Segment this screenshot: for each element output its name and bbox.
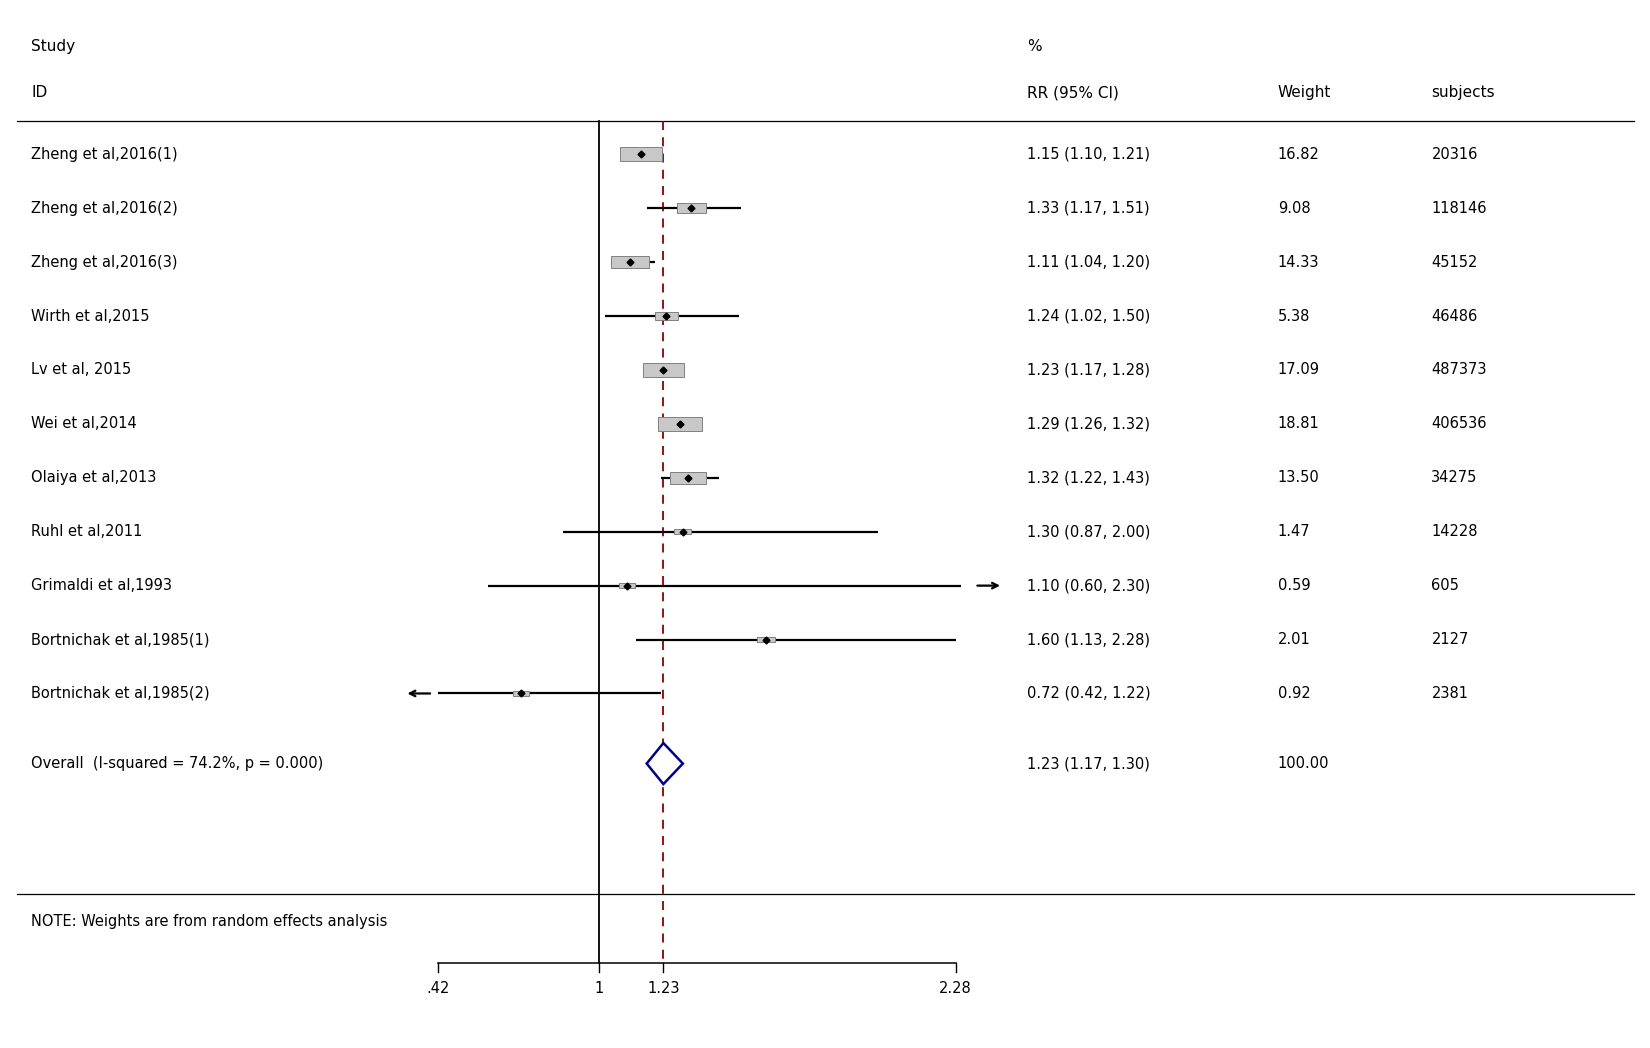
Text: Study: Study	[31, 39, 76, 53]
Polygon shape	[647, 743, 683, 784]
Text: Bortnichak et al,1985(1): Bortnichak et al,1985(1)	[31, 632, 210, 647]
Text: 0.59: 0.59	[1277, 578, 1310, 593]
Text: 1.29 (1.26, 1.32): 1.29 (1.26, 1.32)	[1026, 416, 1150, 432]
Text: 17.09: 17.09	[1277, 363, 1320, 377]
Text: 605: 605	[1432, 578, 1459, 593]
Text: 1.15 (1.10, 1.21): 1.15 (1.10, 1.21)	[1026, 147, 1150, 161]
FancyBboxPatch shape	[513, 691, 530, 696]
Text: 13.50: 13.50	[1277, 471, 1320, 485]
Text: 46486: 46486	[1432, 308, 1478, 324]
Text: 1: 1	[594, 981, 604, 996]
Text: NOTE: Weights are from random effects analysis: NOTE: Weights are from random effects an…	[31, 915, 388, 930]
Text: 1.23 (1.17, 1.28): 1.23 (1.17, 1.28)	[1026, 363, 1150, 377]
Text: 9.08: 9.08	[1277, 200, 1310, 216]
FancyBboxPatch shape	[610, 256, 648, 268]
Text: 45152: 45152	[1432, 255, 1478, 269]
Text: 406536: 406536	[1432, 416, 1487, 432]
Text: Overall  (I-squared = 74.2%, p = 0.000): Overall (I-squared = 74.2%, p = 0.000)	[31, 756, 323, 771]
Text: Zheng et al,2016(2): Zheng et al,2016(2)	[31, 200, 178, 216]
Text: 5.38: 5.38	[1277, 308, 1310, 324]
Text: 1.24 (1.02, 1.50): 1.24 (1.02, 1.50)	[1026, 308, 1150, 324]
FancyBboxPatch shape	[757, 636, 776, 642]
Text: .42: .42	[426, 981, 450, 996]
Text: 1.23 (1.17, 1.30): 1.23 (1.17, 1.30)	[1026, 756, 1150, 771]
FancyBboxPatch shape	[670, 472, 706, 484]
Text: 1.60 (1.13, 2.28): 1.60 (1.13, 2.28)	[1026, 632, 1150, 647]
Text: 1.10 (0.60, 2.30): 1.10 (0.60, 2.30)	[1026, 578, 1150, 593]
FancyBboxPatch shape	[675, 529, 691, 534]
Text: Wei et al,2014: Wei et al,2014	[31, 416, 137, 432]
Text: 14.33: 14.33	[1277, 255, 1320, 269]
Text: 1.30 (0.87, 2.00): 1.30 (0.87, 2.00)	[1026, 524, 1150, 540]
Text: Zheng et al,2016(3): Zheng et al,2016(3)	[31, 255, 178, 269]
Text: Olaiya et al,2013: Olaiya et al,2013	[31, 471, 157, 485]
Text: ID: ID	[31, 85, 48, 101]
Text: 34275: 34275	[1432, 471, 1478, 485]
FancyBboxPatch shape	[642, 363, 685, 377]
Text: 1.33 (1.17, 1.51): 1.33 (1.17, 1.51)	[1026, 200, 1150, 216]
FancyBboxPatch shape	[658, 416, 703, 431]
Text: 2.28: 2.28	[939, 981, 972, 996]
FancyBboxPatch shape	[676, 203, 706, 213]
Text: 487373: 487373	[1432, 363, 1487, 377]
Text: Zheng et al,2016(1): Zheng et al,2016(1)	[31, 147, 178, 161]
Text: 2381: 2381	[1432, 686, 1468, 701]
Text: 100.00: 100.00	[1277, 756, 1330, 771]
Text: subjects: subjects	[1432, 85, 1495, 101]
Text: Grimaldi et al,1993: Grimaldi et al,1993	[31, 578, 172, 593]
Text: 14228: 14228	[1432, 524, 1478, 540]
Text: 2.01: 2.01	[1277, 632, 1310, 647]
Text: 2127: 2127	[1432, 632, 1468, 647]
Text: 1.32 (1.22, 1.43): 1.32 (1.22, 1.43)	[1026, 471, 1150, 485]
FancyBboxPatch shape	[619, 583, 635, 588]
Text: Weight: Weight	[1277, 85, 1332, 101]
FancyBboxPatch shape	[620, 148, 662, 161]
Text: Lv et al, 2015: Lv et al, 2015	[31, 363, 132, 377]
Text: Ruhl et al,2011: Ruhl et al,2011	[31, 524, 142, 540]
FancyBboxPatch shape	[655, 312, 678, 320]
Text: Bortnichak et al,1985(2): Bortnichak et al,1985(2)	[31, 686, 210, 701]
Text: 1.47: 1.47	[1277, 524, 1310, 540]
Text: 20316: 20316	[1432, 147, 1478, 161]
Text: RR (95% CI): RR (95% CI)	[1026, 85, 1119, 101]
Text: 1.23: 1.23	[647, 981, 680, 996]
Text: %: %	[1026, 39, 1041, 53]
Text: 18.81: 18.81	[1277, 416, 1320, 432]
Text: 118146: 118146	[1432, 200, 1487, 216]
Text: 0.92: 0.92	[1277, 686, 1310, 701]
Text: Wirth et al,2015: Wirth et al,2015	[31, 308, 150, 324]
Text: 16.82: 16.82	[1277, 147, 1320, 161]
Text: 0.72 (0.42, 1.22): 0.72 (0.42, 1.22)	[1026, 686, 1150, 701]
Text: 1.11 (1.04, 1.20): 1.11 (1.04, 1.20)	[1026, 255, 1150, 269]
